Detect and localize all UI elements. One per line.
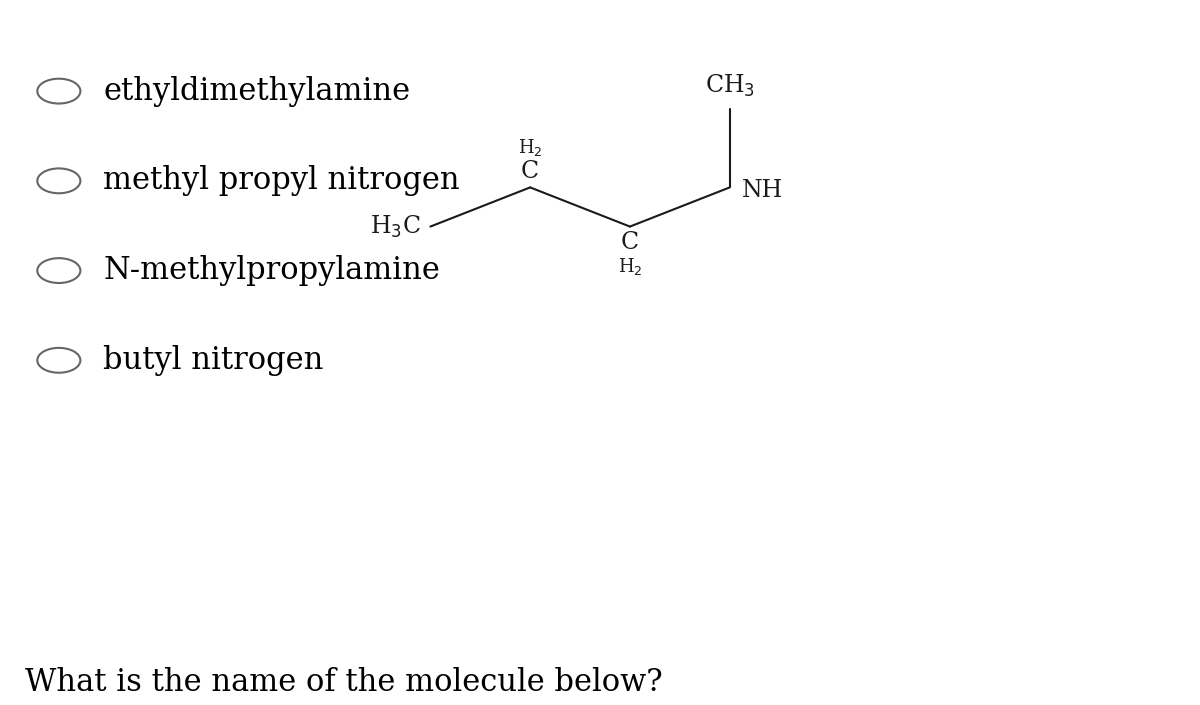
Text: H$_2$: H$_2$ [618,256,642,277]
Text: H$_3$C: H$_3$C [370,214,420,240]
Text: N-methylpropylamine: N-methylpropylamine [103,255,440,286]
Text: methyl propyl nitrogen: methyl propyl nitrogen [103,166,460,197]
Text: butyl nitrogen: butyl nitrogen [103,345,324,376]
Text: CH$_3$: CH$_3$ [704,73,755,99]
Text: NH: NH [742,179,782,202]
Text: C: C [620,231,638,255]
Text: ethyldimethylamine: ethyldimethylamine [103,75,410,106]
Text: What is the name of the molecule below?: What is the name of the molecule below? [25,668,662,699]
Text: C: C [521,159,539,183]
Text: H$_2$: H$_2$ [518,137,542,158]
